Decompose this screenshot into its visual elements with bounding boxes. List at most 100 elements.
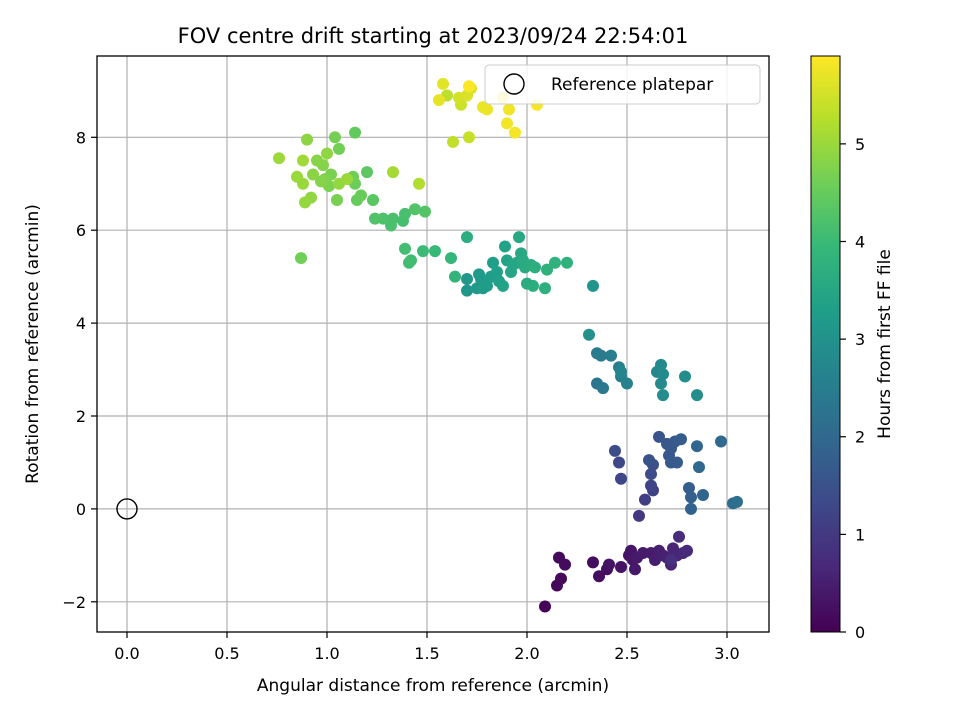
legend-box — [484, 64, 761, 105]
colorbar-tick-label: 1 — [855, 525, 865, 544]
colorbar-tick-label: 3 — [855, 330, 865, 349]
chart-title: FOV centre drift starting at 2023/09/24 … — [178, 24, 689, 48]
data-point — [481, 103, 493, 116]
data-point — [295, 252, 307, 265]
data-point — [307, 168, 319, 181]
data-point — [463, 80, 475, 93]
data-point — [355, 189, 367, 202]
colorbar-tick-label: 0 — [855, 623, 865, 642]
y-tick-label: 0 — [76, 500, 86, 519]
data-point — [509, 126, 521, 139]
data-point — [433, 94, 445, 107]
data-point — [683, 482, 695, 494]
data-point — [621, 377, 633, 390]
y-tick-label: 2 — [76, 407, 86, 426]
data-point — [645, 468, 657, 481]
data-point — [555, 572, 567, 585]
data-point — [645, 479, 657, 492]
data-point — [675, 433, 687, 446]
data-point — [367, 194, 379, 206]
data-point — [417, 245, 429, 258]
reference-marker-group — [116, 498, 138, 520]
data-point — [549, 256, 561, 269]
y-axis-ticks: −2 0 2 4 6 8 — [62, 128, 97, 612]
data-point — [655, 358, 667, 371]
data-point — [291, 170, 303, 183]
data-point — [333, 142, 345, 155]
x-tick-label: 0.0 — [114, 644, 139, 663]
colorbar-gradient — [810, 55, 841, 633]
data-point — [561, 256, 573, 269]
scatter-points — [273, 77, 743, 613]
colorbar-tick-label: 4 — [855, 232, 865, 251]
data-point — [691, 389, 703, 402]
data-point — [491, 266, 503, 278]
data-point — [539, 282, 551, 295]
data-point — [461, 231, 473, 244]
data-point — [655, 377, 667, 390]
data-point — [697, 488, 709, 501]
data-point — [639, 493, 651, 506]
data-point — [587, 556, 599, 569]
data-point — [301, 133, 313, 146]
data-point — [685, 491, 697, 504]
colorbar-ticks: 0 1 2 3 4 5 — [840, 135, 865, 642]
data-point — [315, 175, 327, 188]
legend-marker-icon — [503, 73, 525, 95]
data-point — [341, 173, 353, 186]
data-point — [447, 135, 459, 148]
data-point — [361, 166, 373, 179]
x-tick-label: 1.5 — [414, 644, 439, 663]
x-tick-label: 1.0 — [314, 644, 339, 663]
x-axis-ticks: 0.0 0.5 1.0 1.5 2.0 2.5 3.0 — [114, 632, 740, 663]
data-point — [429, 245, 441, 258]
data-point — [437, 77, 449, 90]
data-point — [473, 268, 485, 281]
data-point — [731, 495, 743, 508]
data-point — [501, 117, 513, 130]
data-point — [541, 263, 553, 276]
data-point — [609, 444, 621, 457]
data-point — [481, 279, 493, 292]
data-point — [461, 272, 473, 285]
data-point — [665, 554, 677, 566]
data-point — [605, 349, 617, 362]
colorbar-tick-label: 5 — [855, 135, 865, 154]
data-point — [633, 509, 645, 522]
plot-frame — [96, 55, 770, 633]
data-point — [321, 147, 333, 160]
data-point — [679, 370, 691, 383]
legend: Reference platepar — [484, 64, 761, 105]
data-point — [399, 242, 411, 255]
data-point — [409, 203, 421, 216]
data-point — [583, 328, 595, 341]
data-point — [503, 103, 515, 116]
data-point — [691, 440, 703, 453]
data-point — [613, 456, 625, 469]
x-tick-label: 2.0 — [514, 644, 539, 663]
colorbar-label: Hours from first FF file — [875, 249, 895, 439]
data-point — [653, 430, 665, 443]
data-point — [273, 152, 285, 165]
x-tick-label: 0.5 — [214, 644, 239, 663]
y-tick-label: −2 — [62, 593, 86, 612]
data-point — [497, 279, 509, 292]
data-point — [513, 231, 525, 244]
data-point — [529, 261, 541, 274]
data-point — [693, 461, 705, 474]
x-tick-label: 2.5 — [614, 644, 639, 663]
data-point — [403, 256, 415, 269]
data-point — [587, 279, 599, 292]
data-point — [527, 279, 539, 292]
data-point — [657, 389, 669, 402]
data-point — [671, 456, 683, 469]
x-tick-label: 3.0 — [714, 644, 739, 663]
data-point — [385, 219, 397, 232]
data-point — [419, 205, 431, 218]
data-point — [629, 563, 641, 576]
data-point — [685, 502, 697, 515]
y-tick-label: 6 — [76, 221, 86, 240]
colorbar-tick-label: 2 — [855, 428, 865, 447]
